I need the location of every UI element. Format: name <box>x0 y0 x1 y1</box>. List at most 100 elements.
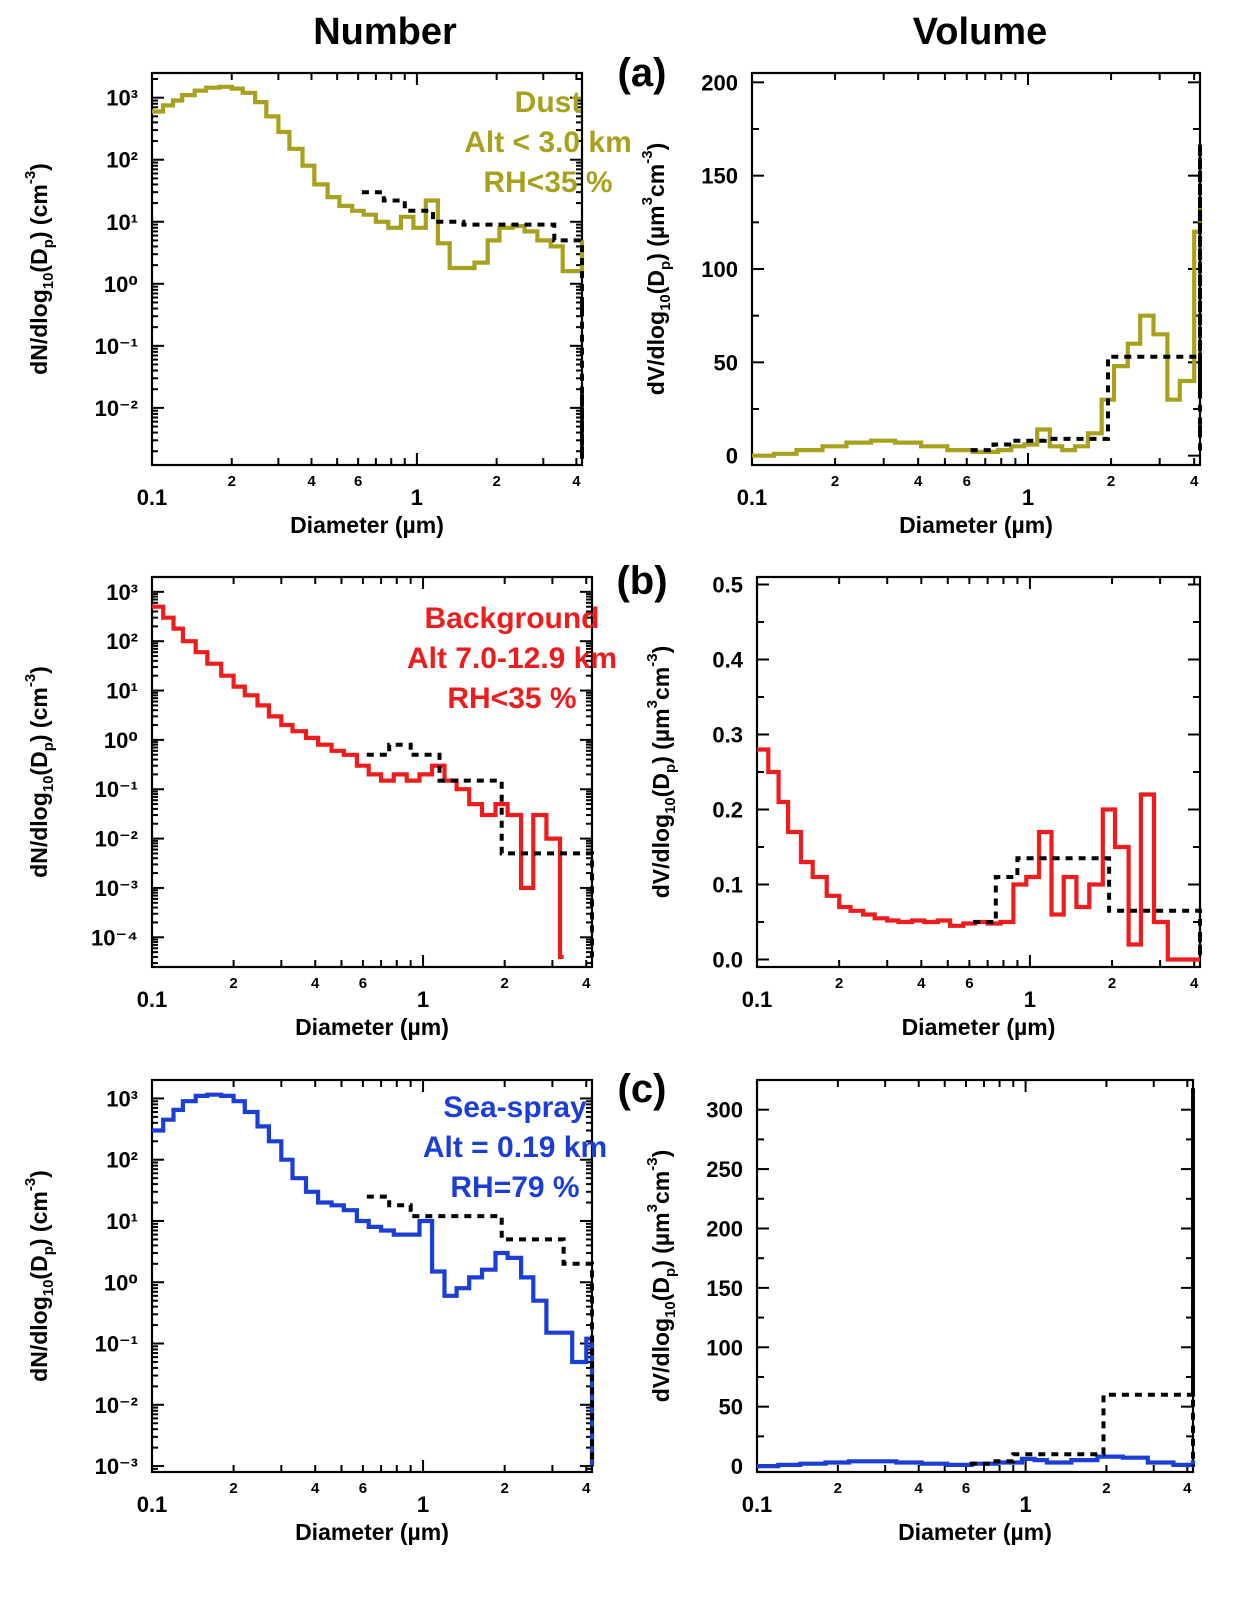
x-tick-label-minor: 4 <box>1190 975 1199 992</box>
y-tick-label: 50 <box>714 350 738 375</box>
y-tick-label: 250 <box>706 1157 743 1182</box>
y-tick-label: 10⁻² <box>95 1393 138 1418</box>
x-tick-label-minor: 4 <box>1183 1480 1192 1497</box>
y-tick-label: 0.4 <box>712 648 743 673</box>
x-tick-label-minor: 4 <box>582 975 591 992</box>
series-line-dashed <box>366 1194 594 1467</box>
x-tick-label-minor: 4 <box>914 473 923 490</box>
y-tick-label: 0.0 <box>712 948 743 973</box>
y-tick-label: 0 <box>726 444 738 469</box>
y-axis-title: dV/dlog10(Dp) (µm3cm-3) <box>644 646 679 899</box>
chart-a-number: 0.1 2 4 6 1 2 4 Diameter (µm) 10⁻² 10⁻¹ 10⁰ 10¹ 10² 1… <box>22 71 632 538</box>
x-tick-label: 0.1 <box>137 987 168 1012</box>
y-axis-title: dN/dlog10(Dp) (cm-3) <box>22 666 57 878</box>
x-tick-label: 0.1 <box>742 1492 773 1517</box>
x-tick-label: 0.1 <box>137 485 168 510</box>
y-tick-label: 10⁻² <box>95 827 138 852</box>
annotation-line: Alt < 3.0 km <box>464 126 632 159</box>
y-tick-label: 0.2 <box>712 798 743 823</box>
annotation-line: Alt = 0.19 km <box>423 1131 607 1164</box>
x-axis-title: Diameter (µm) <box>290 512 444 538</box>
annotation-line: RH<35 % <box>447 682 576 715</box>
x-tick-label-minor: 4 <box>1190 473 1199 490</box>
y-tick-label: 200 <box>706 1216 743 1241</box>
series-line-dashed <box>973 856 1202 958</box>
x-tick-label-minor: 4 <box>917 975 926 992</box>
series-line-dashed <box>970 143 1202 456</box>
y-tick-label: 0.5 <box>712 573 743 598</box>
y-tick-label: 10³ <box>106 580 138 605</box>
series-line-solid <box>152 1092 595 1467</box>
y-tick-label: 10⁻¹ <box>95 1332 138 1357</box>
y-tick-label: 10² <box>106 1148 138 1173</box>
column-title-volume: Volume <box>913 11 1047 53</box>
annotation-line: RH<35 % <box>483 166 612 199</box>
x-tick-label: 1 <box>417 987 429 1012</box>
x-tick-label-minor: 4 <box>915 1480 924 1497</box>
y-axis-title: dN/dlog10(Dp) (cm-3) <box>22 163 57 375</box>
panel-label-a: (a) <box>618 51 667 95</box>
column-title-number: Number <box>313 11 457 53</box>
x-tick-label: 0.1 <box>737 485 768 510</box>
y-tick-label: 10⁻¹ <box>95 777 138 802</box>
y-tick-label: 10¹ <box>106 210 138 235</box>
x-tick-label: 1 <box>411 485 423 510</box>
x-tick-label: 1 <box>417 1492 429 1517</box>
x-axis-title: Diameter (µm) <box>295 1519 449 1545</box>
y-tick-label: 100 <box>701 257 738 282</box>
x-axis-title: Diameter (µm) <box>295 1014 449 1040</box>
x-tick-label-minor: 2 <box>500 1480 508 1497</box>
x-tick-label-minor: 2 <box>835 975 843 992</box>
x-tick-label-minor: 4 <box>582 1480 591 1497</box>
annotation-line: Sea-spray <box>443 1091 587 1124</box>
y-tick-label: 10⁻³ <box>95 1454 138 1479</box>
x-tick-label-minor: 2 <box>1108 975 1116 992</box>
y-tick-label: 50 <box>719 1395 743 1420</box>
y-axis-title: dN/dlog10(Dp) (cm-3) <box>22 1170 57 1382</box>
series-line-solid <box>152 604 564 959</box>
x-axis-title: Diameter (µm) <box>899 512 1053 538</box>
y-tick-label: 10⁰ <box>104 272 138 297</box>
y-tick-label: 150 <box>701 164 738 189</box>
x-tick-label-minor: 2 <box>229 1480 237 1497</box>
x-tick-label-minor: 2 <box>834 1480 842 1497</box>
x-tick-label-minor: 6 <box>965 975 973 992</box>
plot-frame <box>750 71 1202 467</box>
chart-b-number: 0.1 2 4 6 1 2 4 Diameter (µm) 10⁻⁴ 10⁻³ 10⁻² 10⁻¹ 10… <box>22 575 617 1040</box>
y-tick-label: 10³ <box>106 1086 138 1111</box>
x-tick-label-minor: 4 <box>311 1480 320 1497</box>
annotation-line: Background <box>424 602 599 635</box>
x-tick-label-minor: 4 <box>572 473 581 490</box>
chart-c-number: 0.1 2 4 6 1 2 4 Diameter (µm) 10⁻³ 10⁻² 10⁻¹ 10⁰ 10¹… <box>22 1078 607 1545</box>
y-axis-title: dV/dlog10(Dp) (µm3cm-3) <box>644 1150 679 1403</box>
x-axis-title: Diameter (µm) <box>902 1014 1056 1040</box>
y-tick-label: 10³ <box>106 86 138 111</box>
x-tick-label: 1 <box>1024 987 1036 1012</box>
y-tick-label: 10² <box>106 629 138 654</box>
panel-label-c: (c) <box>618 1067 667 1111</box>
x-tick-label-minor: 6 <box>354 473 362 490</box>
x-tick-label: 1 <box>1022 485 1034 510</box>
series-line-solid <box>757 747 1200 962</box>
x-tick-label: 1 <box>1019 1492 1031 1517</box>
y-tick-label: 10⁰ <box>104 1270 138 1295</box>
y-tick-label: 150 <box>706 1276 743 1301</box>
annotation-line: RH=79 % <box>450 1171 579 1204</box>
x-tick-label-minor: 2 <box>1107 473 1115 490</box>
y-tick-label: 0.3 <box>712 723 743 748</box>
panel-label-b: (b) <box>616 559 667 603</box>
series-line-solid <box>752 207 1203 458</box>
series-line-dashed <box>361 190 584 459</box>
x-tick-label: 0.1 <box>742 987 773 1012</box>
x-tick-label-minor: 2 <box>500 975 508 992</box>
x-tick-label-minor: 2 <box>229 975 237 992</box>
y-tick-label: 0 <box>731 1454 743 1479</box>
x-tick-label-minor: 6 <box>963 473 971 490</box>
y-tick-label: 0.1 <box>712 873 743 898</box>
chart-c-volume: 0.1 2 4 6 1 2 4 Diameter (µm) 0 50 100 150 200 250 300… <box>644 1078 1196 1545</box>
y-tick-label: 10⁻¹ <box>95 334 138 359</box>
x-tick-label-minor: 2 <box>228 473 236 490</box>
y-tick-label: 10² <box>106 148 138 173</box>
x-tick-label-minor: 6 <box>359 975 367 992</box>
series-line-dashed <box>969 1088 1195 1467</box>
